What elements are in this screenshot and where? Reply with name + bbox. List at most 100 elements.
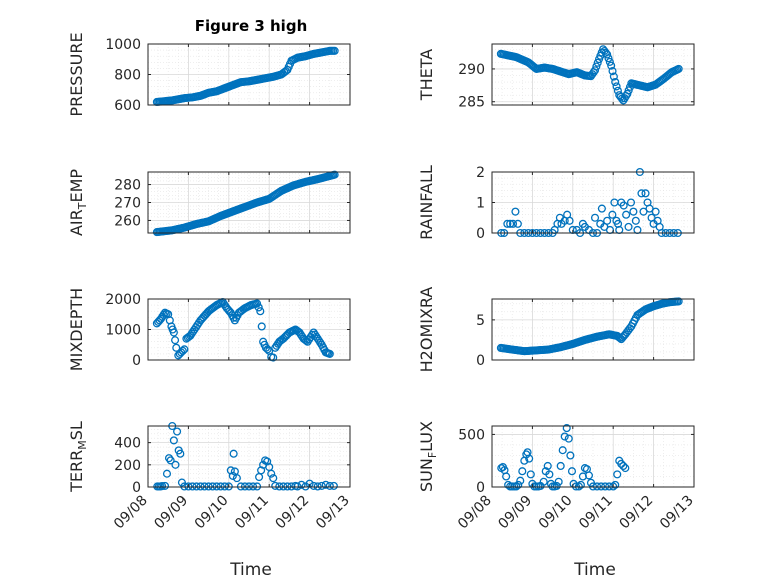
data-point [592,482,602,491]
data-point [508,219,518,228]
data-point [564,434,573,443]
data-point [216,482,225,491]
y-axis-label: AIRTEMP [67,169,89,236]
y-tick-label: 600 [114,98,141,114]
y-axis-label: THETA [417,49,436,101]
data-point [554,477,563,486]
axes-box [147,425,351,488]
data-point [539,477,548,486]
data-point [604,54,613,63]
data-point [637,189,646,198]
panel-h2o_mixing_ratio: 0 5 H2OMIXRA [417,287,695,373]
y-tick-label: 260 [114,213,141,229]
x-tick-label: 09/11 [232,493,272,533]
data-point [552,481,561,491]
data-point [576,480,585,489]
data-point [272,341,281,350]
data-point [313,334,322,343]
data-point [592,62,601,71]
data-point [597,204,606,213]
x-tick-label: 09/10 [192,493,232,533]
data-point [603,216,612,225]
data-point [588,482,598,491]
x-axis-label-left: Time [229,560,272,580]
panel-sun_flux: 0 500 SUNFLUX 09/08 09/09 09/10 09/11 09/12 09/1… [417,421,697,532]
data-point [269,353,278,362]
data-point [525,454,534,463]
y-tick-label: 1000 [105,37,141,53]
data-point [611,480,620,489]
data-point [590,213,600,222]
x-tick-label: 09/12 [273,493,313,533]
y-axis-label: H2OMIXRA [417,287,436,373]
data-point [297,480,306,489]
data-point [176,449,185,458]
y-tick-label: 800 [114,68,141,84]
data-point [526,470,535,479]
data-point [310,330,320,339]
data-point [329,481,338,490]
data-point [287,482,296,491]
data-point [601,482,610,491]
data-point [236,482,245,491]
data-point [196,482,205,491]
data-point [608,67,617,76]
data-point [267,469,276,478]
data-point [624,86,633,95]
y-tick-label: 280 [114,178,141,194]
data-point [180,345,189,354]
data-point [257,322,266,331]
data-point [558,446,567,455]
data-point [325,349,334,358]
data-point [232,474,241,483]
data-point [621,464,630,473]
data-point [513,219,522,228]
data-point [309,481,318,490]
data-point [330,170,339,179]
x-tick-label: 09/09 [151,493,191,533]
x-tick-label: 09/08 [111,493,151,533]
data-point [156,314,165,323]
data-point [162,469,172,478]
axes-box [491,298,695,361]
y-tick-label: 2 [476,165,485,181]
data-point [271,481,280,490]
y-tick-label: 285 [458,95,485,111]
data-point [631,216,640,225]
data-point [295,328,304,337]
data-point [503,219,512,228]
data-point [560,432,569,441]
data-point [314,336,324,345]
y-tick-label: 0 [132,353,141,369]
data-point [263,345,272,354]
data-point [184,482,193,491]
data-point [512,482,521,491]
data-point [158,482,167,491]
data-point [256,307,265,316]
data-point [605,57,614,66]
data-point [593,58,602,67]
data-point [597,482,606,491]
data-point [609,482,618,491]
data-point [516,476,525,485]
y-axis-label: PRESSURE [67,32,86,116]
x-tick-label: 09/13 [657,493,697,533]
data-point [619,461,628,471]
data-point [651,207,660,216]
y-tick-label: 0 [476,353,485,369]
data-point [248,482,258,491]
data-point [565,216,574,225]
data-point [279,482,288,491]
x-tick-label: 09/13 [313,493,353,533]
y-tick-label: 270 [114,196,141,212]
y-tick-label: 5 [476,313,485,329]
data-point [166,456,175,465]
x-tick-label: 09/08 [455,493,495,533]
y-axis-label: SUNFLUX [417,421,439,492]
y-tick-label: 290 [458,62,485,78]
data-point [566,451,575,460]
data-point [674,297,683,306]
data-point [169,328,178,337]
data-point [613,470,622,479]
